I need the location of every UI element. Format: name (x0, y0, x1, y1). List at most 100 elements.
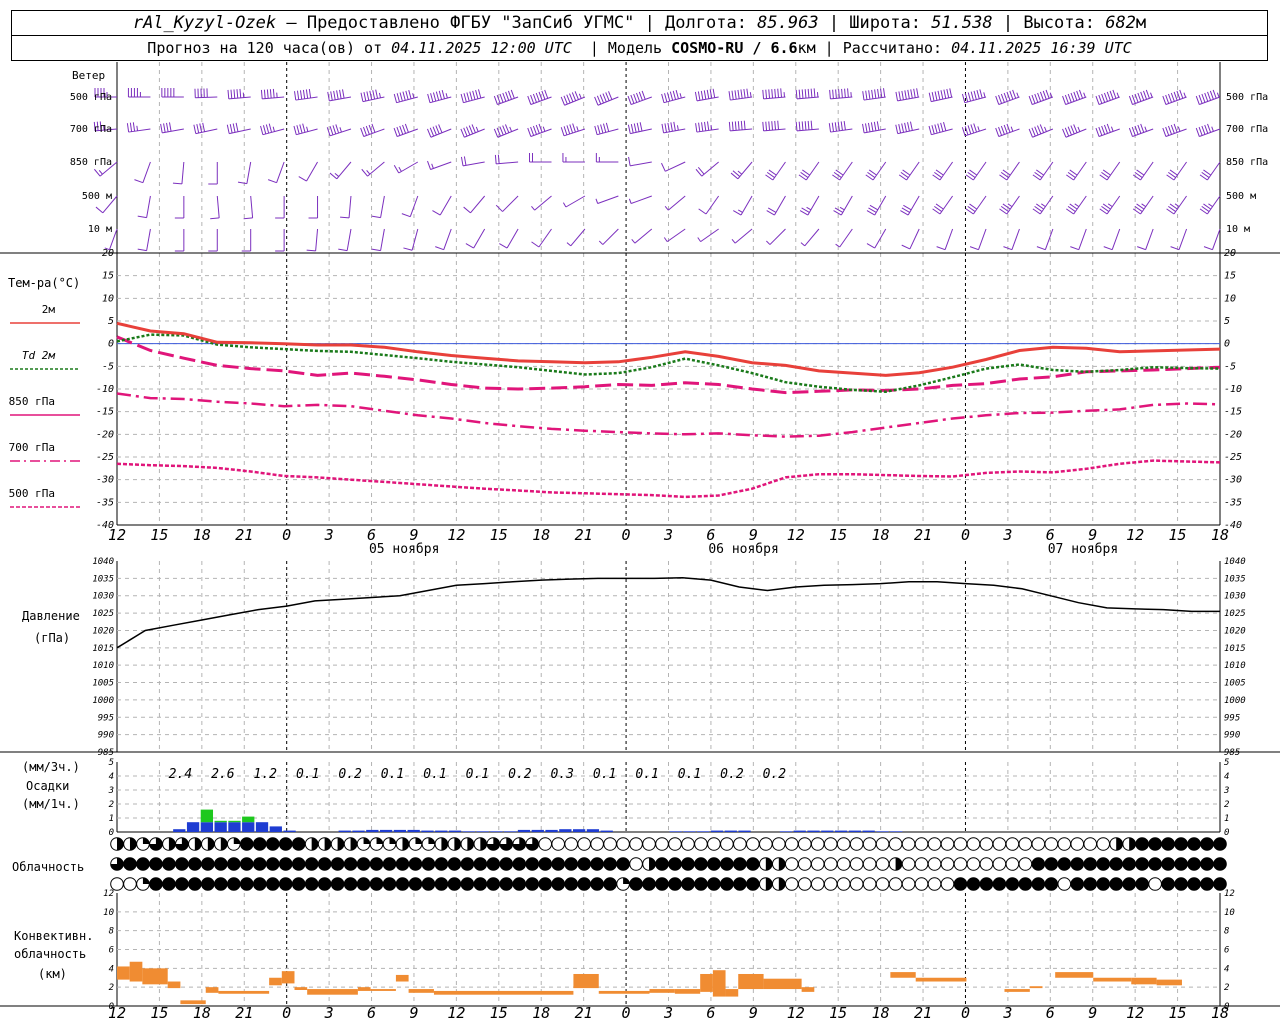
wind-barb-feather (910, 89, 913, 99)
wind-barb-staff (409, 195, 419, 217)
wind-barb-feather (904, 122, 907, 132)
cloud-symbol-middle (175, 857, 189, 871)
wind-barb-feather (265, 124, 270, 134)
convective-bar (142, 968, 168, 985)
pressure-unit-label: (гПа) (34, 631, 70, 645)
wind-barb-feather (1140, 123, 1145, 133)
wind-barb-feather (740, 120, 743, 130)
wind-barb-feather (740, 89, 743, 99)
wind-barb-feather (1134, 171, 1143, 178)
cloud-symbol-middle (252, 857, 267, 871)
y-tick-label-left: 1005 (92, 679, 114, 689)
wind-barb-feather (1136, 246, 1146, 251)
cloud-symbol-middle (1213, 857, 1227, 871)
wind-barb-staff (769, 228, 786, 245)
wind-barb-feather (762, 121, 765, 131)
wind-barb-feather (302, 89, 306, 99)
wind-barb-staff (563, 128, 586, 137)
wind-barb-feather (847, 88, 849, 98)
wind-barb-feather (531, 241, 540, 248)
wind-barb-feather (1034, 93, 1039, 103)
cloud-symbol-upper (538, 837, 553, 851)
y-tick-label-right: 1040 (1224, 557, 1246, 567)
wind-barb-feather (1069, 203, 1078, 210)
wind-barb-staff (1173, 195, 1187, 215)
wind-barb-feather (396, 93, 400, 103)
y-tick-label-left: 1015 (92, 644, 114, 654)
wind-barb-feather (1199, 174, 1208, 181)
cloud-symbol-fill (402, 837, 409, 851)
wind-barb-feather (1002, 169, 1011, 176)
wind-barb-staff (978, 228, 987, 250)
wind-barb-feather (1039, 124, 1045, 133)
wind-barb-feather (901, 123, 905, 133)
precip-bar (269, 826, 282, 832)
cloud-symbol-upper (1200, 837, 1214, 851)
x-tick-label: 0 (961, 526, 970, 544)
wind-barb-feather (236, 89, 239, 99)
precip-bar (435, 830, 448, 832)
wind-barb-feather (339, 127, 342, 133)
wind-barb-feather (998, 94, 1003, 104)
wind-barb-feather (840, 121, 843, 131)
wind-barb-staff (939, 161, 954, 181)
wind-barb-feather (1134, 205, 1143, 212)
wind-barb-feather (801, 207, 810, 213)
wind-barb-feather (1128, 127, 1133, 137)
cloud-symbol-upper (1005, 837, 1020, 851)
cloud-symbol-fill (1129, 837, 1136, 851)
wind-barb-feather (661, 162, 666, 172)
wind-barb-feather (1064, 127, 1070, 137)
wind-barb-staff (530, 128, 552, 137)
wind-barb-feather (999, 208, 1008, 215)
cloud-symbol-fill (480, 837, 487, 851)
wind-barb-feather (800, 171, 809, 178)
convective-bar (700, 973, 713, 992)
x-tick-label: 18 (872, 1004, 890, 1022)
wind-barb-feather (1010, 126, 1014, 132)
wind-barb-feather (460, 156, 464, 166)
wind-barb-feather (499, 93, 504, 103)
cloud-symbol-lower (1200, 877, 1214, 891)
wind-barb-feather (1031, 127, 1036, 137)
wind-barb-staff (705, 195, 720, 215)
wind-barb-feather (1070, 246, 1079, 251)
precip-bar (407, 829, 420, 832)
wind-barb-feather (869, 204, 879, 211)
wind-barb-feather (393, 127, 398, 137)
wind-barb-feather (1198, 94, 1203, 104)
wind-barb-feather (731, 121, 734, 131)
wind-barb-staff (429, 96, 452, 104)
cloud-symbol-upper (252, 837, 267, 851)
cloud-symbol-middle (499, 857, 514, 871)
wind-barb-feather (299, 124, 303, 134)
wind-barb-feather (937, 90, 941, 100)
wind-barb-feather (1199, 208, 1208, 215)
wind-barb-feather (1098, 126, 1103, 136)
cloud-symbol-middle (551, 857, 566, 871)
wind-barb-feather (360, 92, 364, 102)
cloud-symbol-upper (966, 837, 981, 851)
cloud-symbol-fill (207, 837, 215, 851)
wind-barb-staff (329, 128, 352, 137)
wind-barb-feather (973, 123, 977, 133)
wind-barb-feather (493, 95, 498, 105)
wind-barb-staff (109, 228, 118, 250)
wind-barb-feather (967, 171, 976, 178)
x-tick-label: 15 (490, 526, 508, 544)
wind-barb-staff (367, 161, 385, 177)
convective-bar (763, 978, 802, 990)
wind-barb-feather (497, 154, 500, 164)
y-tick-label-right: 5 (1224, 316, 1230, 327)
cloud-symbol-lower (201, 877, 215, 891)
precip-3h-total: 2.6 (211, 767, 235, 782)
cloud-symbol-lower (162, 877, 176, 891)
wind-barb-feather (936, 246, 946, 251)
precip-3h-total: 0.1 (296, 767, 319, 782)
wind-barb-feather (1034, 171, 1043, 178)
wind-barb-staff (1206, 195, 1221, 215)
cloud-symbol-middle (1187, 857, 1201, 871)
wind-barb-feather (661, 123, 665, 133)
cloud-symbol-middle (810, 857, 825, 871)
wind-barb-feather (1207, 91, 1212, 101)
